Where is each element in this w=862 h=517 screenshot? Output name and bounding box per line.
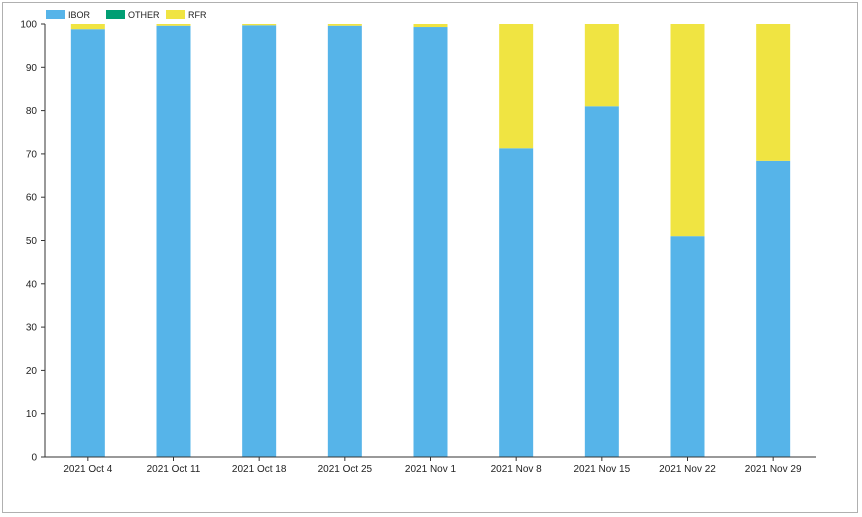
bar-rfr-2 <box>242 24 277 26</box>
bar-ibor-8 <box>756 160 791 457</box>
bar-ibor-4 <box>413 27 448 457</box>
y-tick-label: 80 <box>26 106 38 117</box>
bar-ibor-5 <box>499 148 534 457</box>
y-tick-label: 10 <box>26 409 38 420</box>
y-tick-label: 60 <box>26 193 38 204</box>
bar-ibor-6 <box>584 106 619 458</box>
bar-rfr-4 <box>413 24 448 28</box>
bar-rfr-5 <box>499 24 534 149</box>
bars <box>70 24 791 458</box>
y-tick-label: 70 <box>26 149 38 160</box>
y-tick-label: 100 <box>20 20 37 31</box>
y-tick-label: 90 <box>26 63 38 74</box>
legend-swatch <box>166 10 185 19</box>
legend-label: OTHER <box>128 10 160 20</box>
y-tick-label: 50 <box>26 236 38 247</box>
bar-rfr-0 <box>70 24 105 30</box>
bar-ibor-0 <box>70 29 105 458</box>
bar-rfr-7 <box>670 24 705 237</box>
legend-item-ibor[interactable]: IBOR <box>46 10 91 20</box>
x-tick-label: 2021 Nov 15 <box>573 464 630 475</box>
x-tick-label: 2021 Nov 22 <box>659 464 716 475</box>
x-axis: 2021 Oct 4 2021 Oct 11 2021 Oct 18 2021 Oct… <box>45 456 816 475</box>
x-tick-label: 2021 Oct 11 <box>147 464 201 475</box>
bar-rfr-3 <box>327 24 362 26</box>
y-tick-label: 0 <box>31 453 37 464</box>
bar-rfr-6 <box>584 24 619 107</box>
bar-ibor-7 <box>670 236 705 457</box>
x-tick-label: 2021 Oct 25 <box>318 464 373 475</box>
y-tick-label: 40 <box>26 279 38 290</box>
bar-ibor-3 <box>327 25 362 458</box>
legend-item-other[interactable]: OTHER <box>106 10 160 20</box>
legend-label: RFR <box>188 10 207 20</box>
y-tick-label: 30 <box>26 323 38 334</box>
x-tick-label: 2021 Oct 18 <box>232 464 287 475</box>
legend-label: IBOR <box>68 10 91 20</box>
y-axis: 0 10 20 30 40 50 60 70 80 90 100 <box>20 20 46 464</box>
legend: IBOR OTHER RFR <box>46 10 207 20</box>
x-tick-label: 2021 Nov 8 <box>491 464 543 475</box>
bar-ibor-1 <box>156 25 191 458</box>
legend-item-rfr[interactable]: RFR <box>166 10 207 20</box>
legend-swatch <box>106 10 125 19</box>
y-tick-label: 20 <box>26 366 38 377</box>
bar-rfr-1 <box>156 24 191 26</box>
bar-rfr-8 <box>756 24 791 161</box>
legend-swatch <box>46 10 65 19</box>
x-tick-label: 2021 Oct 4 <box>63 464 112 475</box>
x-tick-label: 2021 Nov 29 <box>745 464 802 475</box>
x-tick-label: 2021 Nov 1 <box>405 464 457 475</box>
bar-ibor-2 <box>242 25 277 457</box>
